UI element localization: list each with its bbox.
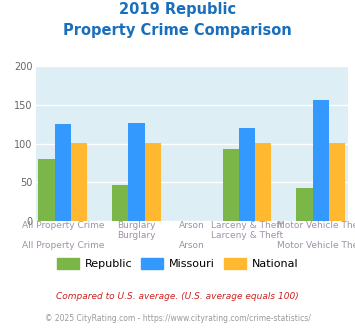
Text: Compared to U.S. average. (U.S. average equals 100): Compared to U.S. average. (U.S. average … (56, 292, 299, 301)
Text: © 2025 CityRating.com - https://www.cityrating.com/crime-statistics/: © 2025 CityRating.com - https://www.city… (45, 314, 310, 323)
Text: Larceny & Theft: Larceny & Theft (211, 221, 283, 230)
Legend: Republic, Missouri, National: Republic, Missouri, National (54, 255, 301, 273)
Text: Burglary: Burglary (117, 221, 156, 230)
Bar (329, 143, 345, 221)
Bar (239, 128, 255, 221)
Text: All Property Crime: All Property Crime (22, 241, 104, 250)
Bar (55, 124, 71, 221)
Bar (144, 143, 161, 221)
Text: Burglary: Burglary (117, 231, 156, 240)
Text: Larceny & Theft: Larceny & Theft (211, 231, 283, 240)
Text: Arson: Arson (179, 221, 204, 230)
Bar (129, 123, 144, 221)
Bar (312, 100, 329, 221)
Text: 2019 Republic: 2019 Republic (119, 2, 236, 16)
Bar (223, 149, 239, 221)
Text: Property Crime Comparison: Property Crime Comparison (63, 23, 292, 38)
Bar (112, 185, 129, 221)
Text: Motor Vehicle Theft: Motor Vehicle Theft (277, 241, 355, 250)
Bar (255, 143, 271, 221)
Bar (71, 143, 87, 221)
Bar (296, 188, 312, 221)
Text: All Property Crime: All Property Crime (22, 221, 104, 230)
Text: Motor Vehicle Theft: Motor Vehicle Theft (277, 221, 355, 230)
Bar (38, 159, 55, 221)
Text: Arson: Arson (179, 241, 204, 250)
